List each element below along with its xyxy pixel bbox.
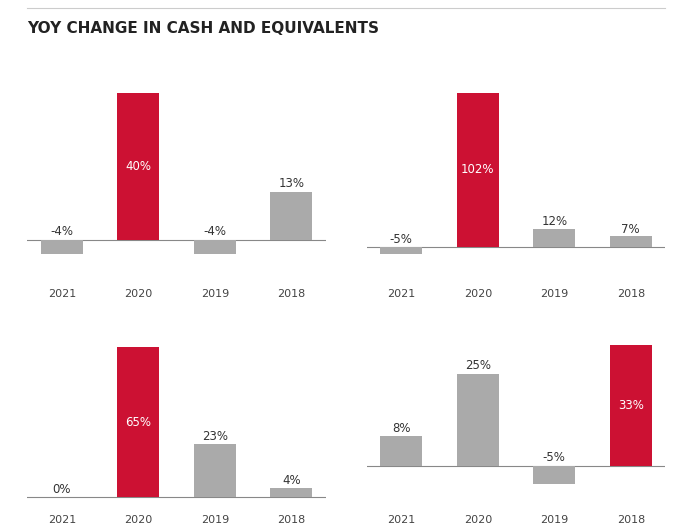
Bar bbox=[41, 240, 83, 255]
Bar bbox=[457, 93, 499, 247]
Text: 4%: 4% bbox=[282, 474, 301, 487]
X-axis label: Small companies: Small companies bbox=[463, 310, 569, 323]
Bar bbox=[117, 347, 160, 497]
Bar bbox=[610, 236, 652, 247]
Text: 13%: 13% bbox=[278, 177, 304, 190]
Bar bbox=[457, 374, 499, 466]
Bar bbox=[380, 247, 422, 255]
Text: 65%: 65% bbox=[126, 416, 151, 429]
Bar bbox=[270, 192, 312, 240]
Text: 0%: 0% bbox=[52, 483, 71, 496]
X-axis label: Average of companies: Average of companies bbox=[107, 310, 246, 323]
Bar bbox=[117, 93, 160, 240]
Text: 25%: 25% bbox=[465, 359, 491, 372]
Text: 8%: 8% bbox=[392, 422, 411, 435]
Text: 23%: 23% bbox=[202, 430, 227, 443]
Bar bbox=[380, 436, 422, 466]
Text: -5%: -5% bbox=[543, 451, 566, 464]
Text: YOY CHANGE IN CASH AND EQUIVALENTS: YOY CHANGE IN CASH AND EQUIVALENTS bbox=[27, 21, 379, 36]
Text: -4%: -4% bbox=[203, 225, 226, 238]
Bar bbox=[533, 466, 575, 484]
Bar bbox=[270, 488, 312, 497]
Text: -5%: -5% bbox=[390, 233, 413, 246]
Text: -4%: -4% bbox=[50, 225, 73, 238]
Bar bbox=[610, 344, 652, 466]
Text: 12%: 12% bbox=[541, 215, 568, 228]
Bar bbox=[533, 229, 575, 247]
Bar bbox=[194, 444, 236, 497]
Text: 7%: 7% bbox=[621, 223, 640, 236]
Text: 33%: 33% bbox=[618, 398, 644, 412]
Text: 102%: 102% bbox=[461, 163, 494, 176]
Bar bbox=[194, 240, 236, 255]
Text: 40%: 40% bbox=[126, 160, 151, 173]
